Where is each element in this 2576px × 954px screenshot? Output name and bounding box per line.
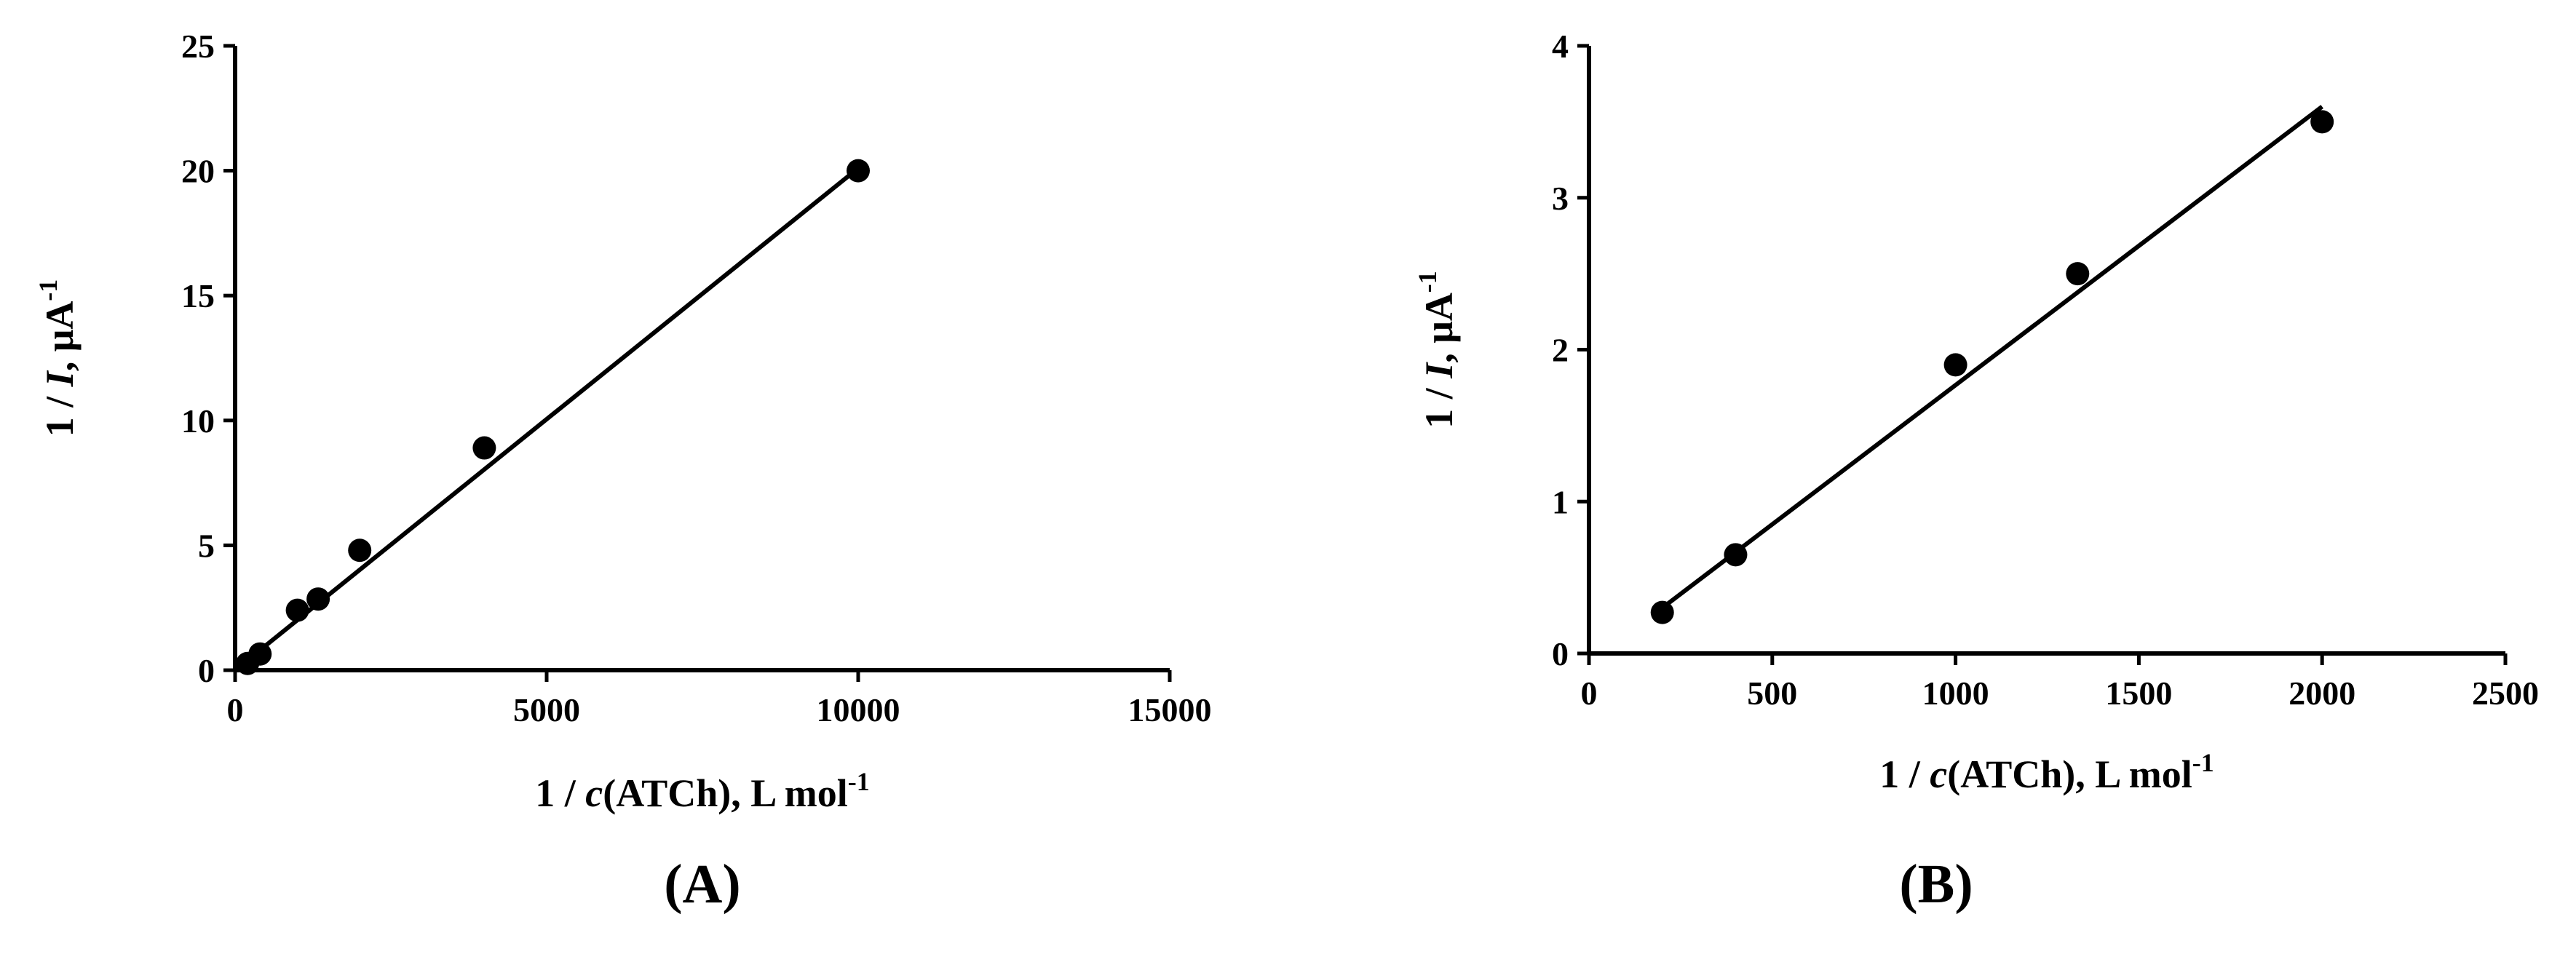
panel-label: (B) xyxy=(1899,854,1973,915)
y-tick-label: 25 xyxy=(181,28,215,65)
y-tick-label: 1 xyxy=(1552,483,1569,520)
x-tick-label: 0 xyxy=(1581,675,1598,712)
label-part: I xyxy=(1417,362,1461,379)
y-tick-label: 3 xyxy=(1552,180,1569,217)
x-axis-label: 1 / c(ATCh), L mol-1 xyxy=(1879,748,2214,796)
label-part: c xyxy=(585,771,603,815)
label-part: 1 / xyxy=(1879,752,1930,796)
y-axis-label: 1 / I, μA-1 xyxy=(33,279,82,437)
x-tick-label: 15000 xyxy=(1128,691,1212,728)
label-sup: -1 xyxy=(33,279,63,301)
data-point xyxy=(1943,353,1967,377)
label-part: I xyxy=(38,370,82,387)
x-tick-label: 1500 xyxy=(2105,675,2172,712)
data-point xyxy=(306,587,330,611)
chart-panel: 0 500 1000 1500 2000 2500 0 1 2 3 4 1 / c(ATCh), L … xyxy=(1413,28,2539,915)
x-tick-label: 0 xyxy=(227,691,244,728)
fit-line xyxy=(1660,105,2324,610)
label-part: (ATCh), L mol xyxy=(1947,752,2192,796)
y-tick-label: 5 xyxy=(198,527,215,564)
chart-panel: 0 5000 10000 15000 0 5 10 15 20 25 1 / c(ATCh), L … xyxy=(33,28,1212,915)
y-tick-label: 10 xyxy=(181,402,215,440)
data-point xyxy=(248,642,272,666)
data-point xyxy=(472,436,496,460)
y-tick-label: 2 xyxy=(1552,332,1569,369)
label-sup: -1 xyxy=(848,767,870,796)
label-part: 1 / xyxy=(535,771,585,815)
fit-line xyxy=(234,166,860,672)
x-tick-label: 2500 xyxy=(2472,675,2539,712)
y-tick-label: 15 xyxy=(181,277,215,314)
data-point xyxy=(1650,600,1674,624)
x-tick-label: 1000 xyxy=(1922,675,1989,712)
data-point xyxy=(2066,262,2090,286)
y-tick-label: 4 xyxy=(1552,28,1569,65)
label-part: c xyxy=(1930,752,1947,796)
x-axis-label: 1 / c(ATCh), L mol-1 xyxy=(535,767,870,815)
data-point xyxy=(1724,543,1748,567)
label-part: , μA xyxy=(38,301,82,372)
data-point xyxy=(2310,110,2334,134)
x-tick-label: 5000 xyxy=(513,691,580,728)
label-sup: -1 xyxy=(2192,748,2214,777)
y-tick-label: 0 xyxy=(198,652,215,689)
x-tick-label: 10000 xyxy=(817,691,900,728)
y-tick-label: 20 xyxy=(181,153,215,190)
y-axis-label: 1 / I, μA-1 xyxy=(1413,271,1461,429)
label-part: 1 / xyxy=(1417,378,1461,429)
panel-label: (A) xyxy=(664,854,741,915)
label-sup: -1 xyxy=(1413,271,1442,293)
x-tick-label: 2000 xyxy=(2288,675,2355,712)
data-point xyxy=(847,159,870,183)
x-tick-label: 500 xyxy=(1747,675,1797,712)
label-part: (ATCh), L mol xyxy=(603,771,848,815)
data-point xyxy=(348,538,372,563)
label-part: , μA xyxy=(1417,293,1461,363)
y-tick-label: 0 xyxy=(1552,635,1569,672)
label-part: 1 / xyxy=(38,386,82,437)
data-point xyxy=(285,598,309,622)
